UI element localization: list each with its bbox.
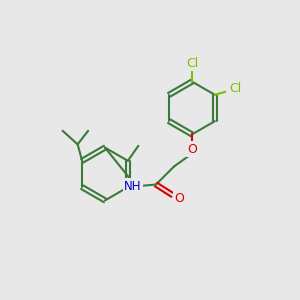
Text: O: O — [187, 142, 197, 156]
Text: NH: NH — [124, 179, 142, 193]
Text: Cl: Cl — [186, 57, 198, 70]
Text: Cl: Cl — [230, 82, 242, 95]
Text: O: O — [174, 192, 184, 205]
